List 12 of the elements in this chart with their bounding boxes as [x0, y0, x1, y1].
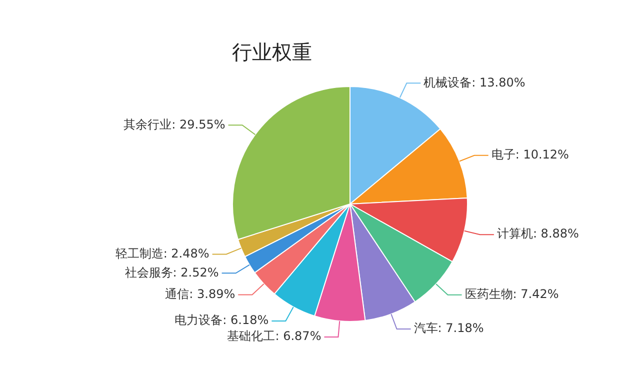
slice-label: 机械设备: 13.80% [424, 75, 526, 90]
slice-label: 社会服务: 2.52% [124, 265, 219, 280]
slice-label: 基础化工: 6.87% [227, 329, 322, 344]
slice-label: 电子: 10.12% [491, 148, 569, 162]
chart-title: 行业权重 [232, 40, 312, 64]
slice-label: 计算机: 8.88% [496, 226, 579, 241]
slice-label: 汽车: 7.18% [414, 321, 484, 336]
slice-label: 医药生物: 7.42% [464, 287, 559, 302]
slice-label: 其余行业: 29.55% [124, 117, 226, 132]
slice-label: 电力设备: 6.18% [174, 313, 269, 328]
slice-label: 通信: 3.89% [165, 286, 236, 301]
slice-label: 轻工制造: 2.48% [115, 246, 210, 260]
